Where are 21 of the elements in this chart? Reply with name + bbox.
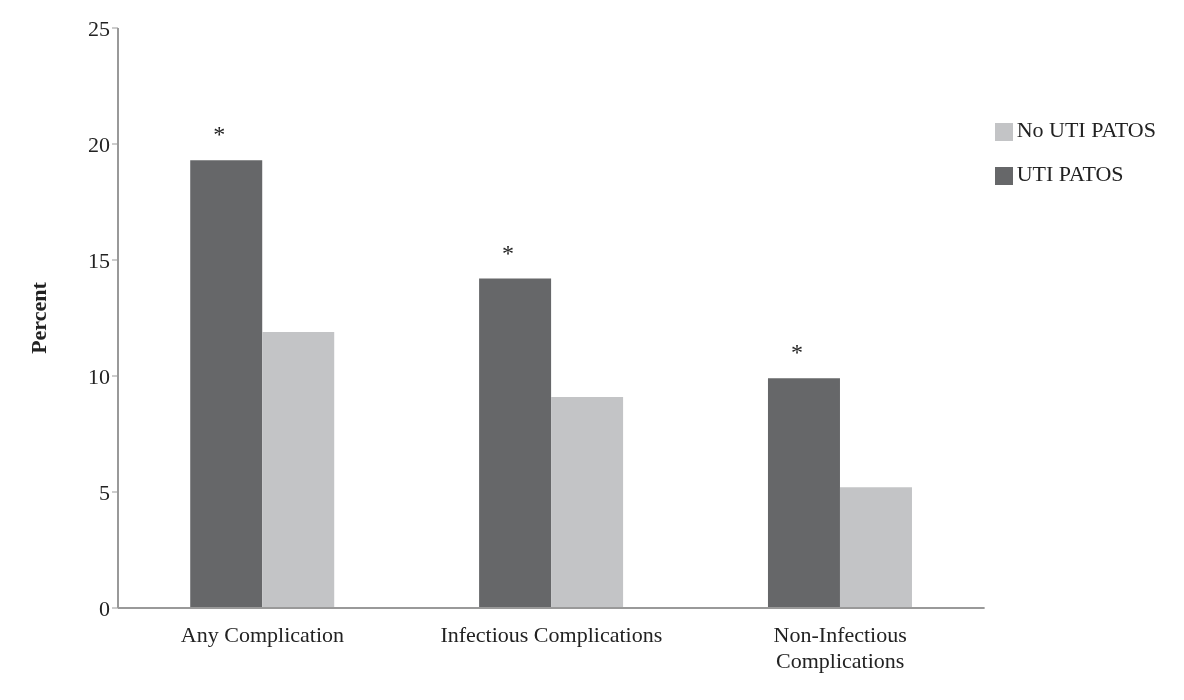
bar bbox=[190, 160, 263, 608]
annotation: * bbox=[790, 339, 803, 366]
bar bbox=[767, 378, 840, 608]
y-tick-label: 5 bbox=[99, 479, 110, 505]
x-tick-label: Any Complication bbox=[180, 622, 345, 647]
y-tick-label: 10 bbox=[88, 363, 110, 389]
bar bbox=[479, 278, 552, 608]
legend-label: UTI PATOS bbox=[1016, 161, 1124, 186]
bar bbox=[551, 396, 624, 608]
y-tick-label: 20 bbox=[88, 131, 110, 157]
y-tick-label: 0 bbox=[99, 595, 110, 621]
annotation: * bbox=[213, 121, 226, 148]
annotation: * bbox=[502, 239, 515, 266]
y-axis-title: Percent bbox=[25, 281, 51, 354]
legend-label: No UTI PATOS bbox=[1016, 117, 1156, 142]
x-tick-label: Infectious Complications bbox=[440, 622, 663, 647]
x-tick-label: Non-Infectious Complications bbox=[773, 622, 907, 673]
y-tick-label: 25 bbox=[88, 15, 110, 41]
bar bbox=[262, 331, 335, 608]
y-tick-label: 15 bbox=[88, 247, 110, 273]
bar bbox=[839, 487, 912, 608]
